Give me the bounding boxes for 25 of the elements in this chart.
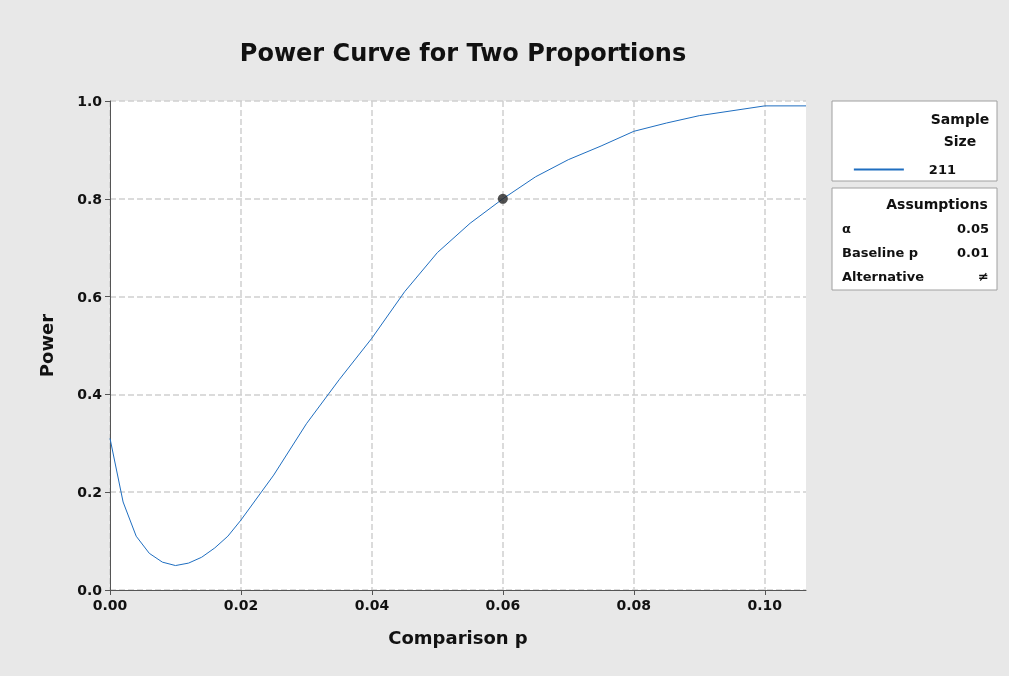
x-tick-label: 0.02: [223, 597, 259, 613]
text: α: [842, 221, 851, 236]
y-tick-label: 0.8: [77, 190, 102, 207]
legend-title: Sample Size: [930, 111, 990, 149]
y-tick-label: 1.0: [77, 93, 103, 109]
text: ≠: [978, 269, 989, 284]
legend-label: 211: [928, 162, 956, 177]
text: Baseline p: [842, 245, 919, 260]
chart-title: Power Curve for Two Proportions: [239, 39, 687, 67]
y-tick-label: 0.2: [77, 484, 102, 501]
y-tick-label: 0.4: [77, 386, 103, 403]
x-tick-label: 0.08: [616, 597, 652, 613]
text: Alternative: [842, 269, 925, 284]
x-tick-label: 0.06: [485, 597, 521, 613]
line-series: [109, 105, 807, 567]
y-tick-label: 0.0: [77, 582, 103, 598]
x-tick-label: 0.10: [747, 597, 783, 613]
text: Assumptions: [886, 196, 988, 212]
text: 0.05: [956, 221, 989, 236]
y-axis-title: Power: [35, 313, 57, 378]
x-tick-label: 0.04: [354, 597, 390, 613]
x-axis-title: Comparison p: [388, 626, 528, 648]
text: 0.01: [956, 245, 989, 260]
x-tick-label: 0.00: [92, 597, 128, 613]
y-tick-label: 0.6: [77, 288, 102, 305]
